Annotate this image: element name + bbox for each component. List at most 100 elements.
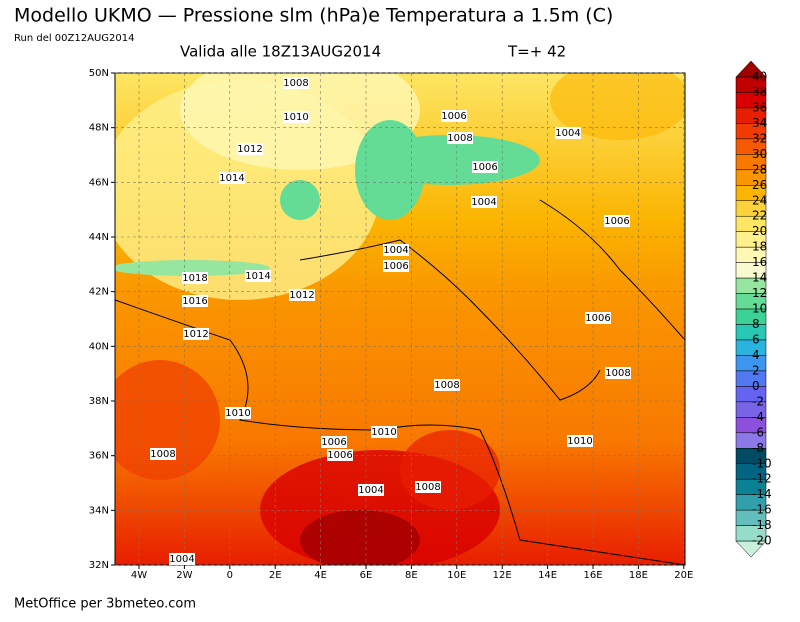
isobar-label-box [605, 367, 631, 379]
isobar-label: 1006 [441, 111, 466, 122]
title: Modello UKMO — Pressione slm (hPa)e Temp… [14, 5, 613, 27]
isobar-label-box [383, 244, 409, 256]
isobar-label-box [383, 260, 409, 272]
colorbar-label: -12 [752, 472, 772, 486]
isobar-label-box [447, 132, 473, 144]
colorbar-label: 12 [752, 286, 767, 300]
isobar-label: 1012 [289, 290, 314, 301]
isobar-label: 1004 [358, 485, 383, 496]
lon-label: 2W [176, 570, 192, 581]
colorbar-label: -2 [752, 394, 764, 408]
lon-label: 12E [493, 570, 512, 581]
run-label: Run del 00Z12AUG2014 [14, 33, 134, 44]
colorbar-label: 28 [752, 162, 767, 176]
colorbar-label: -6 [752, 425, 764, 439]
isobar-label: 1006 [383, 261, 408, 272]
isobar-label: 1010 [567, 436, 592, 447]
valid-label: Valida alle 18Z13AUG2014 [180, 43, 381, 61]
colorbar-label: 0 [752, 379, 760, 393]
isobar-label-box [219, 172, 245, 184]
colorbar-label: -18 [752, 518, 772, 532]
colorbar-label: 26 [752, 178, 767, 192]
isobar-label: 1014 [219, 173, 244, 184]
isobar-label: 1004 [383, 245, 408, 256]
colorbar-label: -14 [752, 487, 772, 501]
isobar-label-box [555, 127, 581, 139]
colorbar-arrow [735, 540, 767, 558]
colorbar-label: 8 [752, 317, 760, 331]
isobar-label-box [183, 328, 209, 340]
isobar-label: 1004 [169, 554, 194, 565]
colorbar-label: 22 [752, 209, 767, 223]
isobar-label: 1016 [182, 296, 207, 307]
lat-label: 50N [89, 68, 109, 79]
isobar-label: 1006 [585, 313, 610, 324]
lon-label: 2E [269, 570, 282, 581]
lon-label: 10E [447, 570, 466, 581]
isobar-label: 1008 [447, 133, 472, 144]
isobar-label: 1008 [283, 78, 308, 89]
colorbar-label: -4 [752, 410, 764, 424]
lat-label: 42N [89, 287, 109, 298]
colorbar-label: 30 [752, 147, 767, 161]
lon-label: 8E [405, 570, 418, 581]
isobar-label: 1014 [245, 271, 270, 282]
isobar-label: 1008 [605, 368, 630, 379]
colorbar-label: -8 [752, 441, 764, 455]
isobar-label: 1006 [327, 450, 352, 461]
isobar-label: 1006 [321, 437, 346, 448]
isobar-label-box [434, 379, 460, 391]
isobar-label-box [182, 272, 208, 284]
isobar-label: 1010 [283, 112, 308, 123]
isobar-label-box [245, 270, 271, 282]
colorbar-label: 6 [752, 332, 760, 346]
lon-label: 20E [674, 570, 693, 581]
colorbar-label: 34 [752, 116, 767, 130]
isobar-label-box [567, 435, 593, 447]
isobar-label: 1008 [415, 482, 440, 493]
isobar-label-box [182, 295, 208, 307]
isobar-label: 1010 [371, 427, 396, 438]
lon-label: 6E [360, 570, 373, 581]
isobar-label: 1006 [604, 216, 629, 227]
map-field [115, 73, 685, 565]
isobar-label-box [604, 215, 630, 227]
colorbar-label: 24 [752, 193, 767, 207]
colorbar-swatch [735, 324, 767, 341]
isobar-label-box [150, 448, 176, 460]
lon-label: 18E [629, 570, 648, 581]
isobar-label: 1010 [225, 408, 250, 419]
lon-label: 14E [538, 570, 557, 581]
colorbar-label: 10 [752, 302, 767, 316]
isobar-label-box [289, 289, 315, 301]
colorbar-swatch [735, 355, 767, 372]
lat-label: 36N [89, 451, 109, 462]
colorbar-label: 18 [752, 240, 767, 254]
isobar-label-box [585, 312, 611, 324]
colorbar-label: 36 [752, 100, 767, 114]
isobar-label-box [371, 426, 397, 438]
isobar-label-box [225, 407, 251, 419]
isobar-label: 1012 [237, 144, 262, 155]
colorbar-label: 40 [752, 70, 767, 84]
lat-label: 40N [89, 341, 109, 352]
lat-label: 44N [89, 232, 109, 243]
colorbar-label: 38 [752, 85, 767, 99]
isobar-label-box [358, 484, 384, 496]
isobar-label: 1004 [555, 128, 580, 139]
isobar-label-box [415, 481, 441, 493]
lon-label: 4E [314, 570, 327, 581]
lat-label: 48N [89, 123, 109, 134]
isobar-label: 1008 [434, 380, 459, 391]
lat-label: 38N [89, 396, 109, 407]
colorbar-swatch [735, 339, 767, 356]
lon-label: 16E [583, 570, 602, 581]
step-label: T=+ 42 [507, 43, 566, 61]
colorbar-label: 20 [752, 224, 767, 238]
colorbar-label: 14 [752, 271, 767, 285]
isobar-label: 1004 [471, 197, 496, 208]
lon-label: 4W [131, 570, 147, 581]
colorbar-label: -16 [752, 503, 772, 517]
lat-label: 46N [89, 177, 109, 188]
